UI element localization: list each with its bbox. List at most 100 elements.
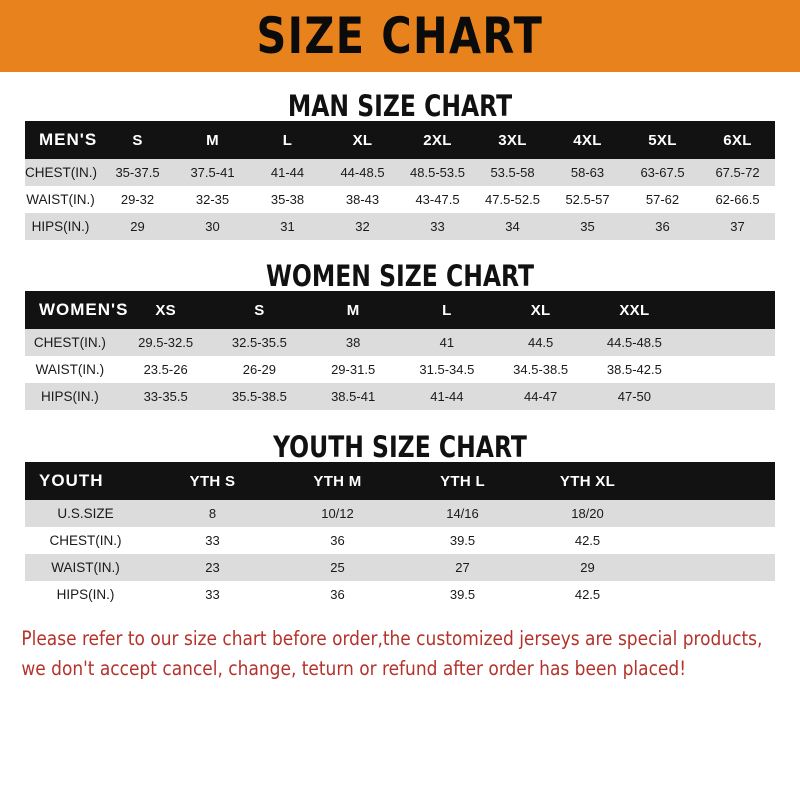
table-cell: 38.5-42.5 — [606, 362, 662, 377]
table-cell: 44-48.5 — [340, 165, 385, 180]
header-cell-size: YTH XL — [559, 472, 616, 490]
table-cell: 58-63 — [570, 165, 605, 180]
table-cell: 47.5-52.5 — [485, 192, 540, 207]
row-label: HIPS(IN.) — [31, 219, 90, 234]
table-cell: 42.5 — [574, 533, 601, 548]
table-cell: 43-47.5 — [415, 192, 460, 207]
table-cell: 38.5-41 — [331, 389, 376, 404]
youth-size-table: YOUTH YTH S YTH M YTH L YTH XL U.S.SIZE … — [25, 462, 775, 608]
header-cell-category: WOMEN'S — [39, 300, 129, 319]
header-cell-size: XS — [155, 301, 176, 319]
table-header-row: YOUTH YTH S YTH M YTH L YTH XL — [25, 462, 775, 500]
header-cell-size: S — [132, 131, 143, 149]
table-cell: 31.5-34.5 — [419, 362, 475, 377]
table-cell: 32-35 — [195, 192, 230, 207]
table-cell: 18/20 — [571, 506, 604, 521]
footer-disclaimer: Please refer to our size chart before or… — [0, 624, 776, 684]
man-chart-wrap: MEN'S S M L XL 2XL 3XL 4XL 5XL 6XL CHEST… — [0, 121, 800, 240]
table-cell: 44-47 — [524, 389, 558, 404]
table-cell: 29-31.5 — [331, 362, 376, 377]
table-cell: 34.5-38.5 — [513, 362, 569, 377]
table-cell: 27 — [455, 560, 470, 575]
table-cell: 34 — [505, 219, 520, 234]
table-cell: 23 — [205, 560, 220, 575]
table-cell: 57-62 — [645, 192, 680, 207]
table-cell: 8 — [208, 506, 217, 521]
footer-line-2: we don't accept cancel, change, teturn o… — [21, 657, 687, 681]
table-cell: 39.5 — [449, 533, 476, 548]
header-cell-spacer — [650, 462, 775, 500]
table-cell-spacer — [650, 554, 775, 581]
row-label: WAIST(IN.) — [26, 192, 95, 207]
table-cell-spacer — [650, 581, 775, 608]
table-cell: 38 — [345, 335, 361, 350]
header-cell-size: 5XL — [648, 131, 677, 149]
table-cell-spacer — [681, 329, 775, 356]
table-cell: 23.5-26 — [143, 362, 188, 377]
table-cell: 52.5-57 — [565, 192, 610, 207]
footer-line-1: Please refer to our size chart before or… — [21, 627, 763, 650]
table-cell: 30 — [205, 219, 220, 234]
table-cell: 36 — [330, 587, 345, 602]
table-cell: 29-32 — [120, 192, 155, 207]
table-cell: 48.5-53.5 — [410, 165, 465, 180]
table-cell: 33 — [205, 587, 220, 602]
table-cell: 32.5-35.5 — [231, 335, 287, 350]
header-cell-size: L — [442, 301, 452, 319]
table-cell: 41 — [439, 335, 455, 350]
page-title: SIZE CHART — [256, 7, 544, 65]
table-row: HIPS(IN.) 33 36 39.5 42.5 — [25, 581, 775, 608]
table-row: CHEST(IN.) 29.5-32.5 32.5-35.5 38 41 44.… — [25, 329, 775, 356]
row-label: HIPS(IN.) — [56, 587, 115, 602]
table-cell: 33 — [205, 533, 220, 548]
table-row: WAIST(IN.) 23.5-26 26-29 29-31.5 31.5-34… — [25, 356, 775, 383]
youth-chart-wrap: YOUTH YTH S YTH M YTH L YTH XL U.S.SIZE … — [0, 462, 800, 608]
table-cell: 35 — [580, 219, 595, 234]
row-label: U.S.SIZE — [57, 506, 114, 521]
table-cell: 47-50 — [617, 389, 651, 404]
table-cell: 29 — [580, 560, 595, 575]
table-cell: 41-44 — [430, 389, 464, 404]
header-cell-size: YTH S — [189, 472, 236, 490]
table-cell: 26-29 — [242, 362, 276, 377]
table-cell: 32 — [355, 219, 370, 234]
table-cell: 36 — [330, 533, 345, 548]
table-cell: 44.5 — [527, 335, 554, 350]
header-cell-size: YTH L — [440, 472, 485, 490]
table-cell: 14/16 — [446, 506, 479, 521]
table-row: HIPS(IN.) 33-35.5 35.5-38.5 38.5-41 41-4… — [25, 383, 775, 410]
table-cell: 42.5 — [574, 587, 601, 602]
row-label: WAIST(IN.) — [35, 362, 105, 377]
women-size-table: WOMEN'S XS S M L XL XXL CHEST(IN.) 29.5-… — [25, 291, 775, 410]
header-cell-size: 4XL — [573, 131, 602, 149]
table-cell: 35-38 — [270, 192, 305, 207]
table-row: WAIST(IN.) 29-32 32-35 35-38 38-43 43-47… — [25, 186, 775, 213]
header-cell-size: S — [254, 301, 265, 319]
table-cell: 38-43 — [345, 192, 380, 207]
row-label: CHEST(IN.) — [33, 335, 106, 350]
table-cell: 29 — [130, 219, 145, 234]
section-title-man: MAN SIZE CHART — [287, 89, 513, 123]
table-cell: 41-44 — [270, 165, 305, 180]
header-cell-size: YTH M — [313, 472, 362, 490]
table-cell-spacer — [650, 500, 775, 527]
table-header-row: MEN'S S M L XL 2XL 3XL 4XL 5XL 6XL — [25, 121, 775, 159]
table-cell: 33 — [430, 219, 445, 234]
header-cell-size: L — [282, 131, 293, 149]
women-chart-wrap: WOMEN'S XS S M L XL XXL CHEST(IN.) 29.5-… — [0, 291, 800, 410]
table-cell: 62-66.5 — [715, 192, 760, 207]
table-cell: 37.5-41 — [190, 165, 235, 180]
table-cell: 35-37.5 — [115, 165, 160, 180]
header-cell-size: M — [346, 301, 360, 319]
table-cell: 31 — [280, 219, 295, 234]
table-cell: 36 — [655, 219, 670, 234]
header-cell-size: XL — [352, 131, 373, 149]
table-cell: 37 — [730, 219, 745, 234]
table-row: WAIST(IN.) 23 25 27 29 — [25, 554, 775, 581]
table-cell: 10/12 — [321, 506, 354, 521]
header-cell-size: 3XL — [498, 131, 527, 149]
header-cell-size: M — [206, 131, 219, 149]
row-label: WAIST(IN.) — [51, 560, 120, 575]
row-label: CHEST(IN.) — [25, 165, 97, 180]
